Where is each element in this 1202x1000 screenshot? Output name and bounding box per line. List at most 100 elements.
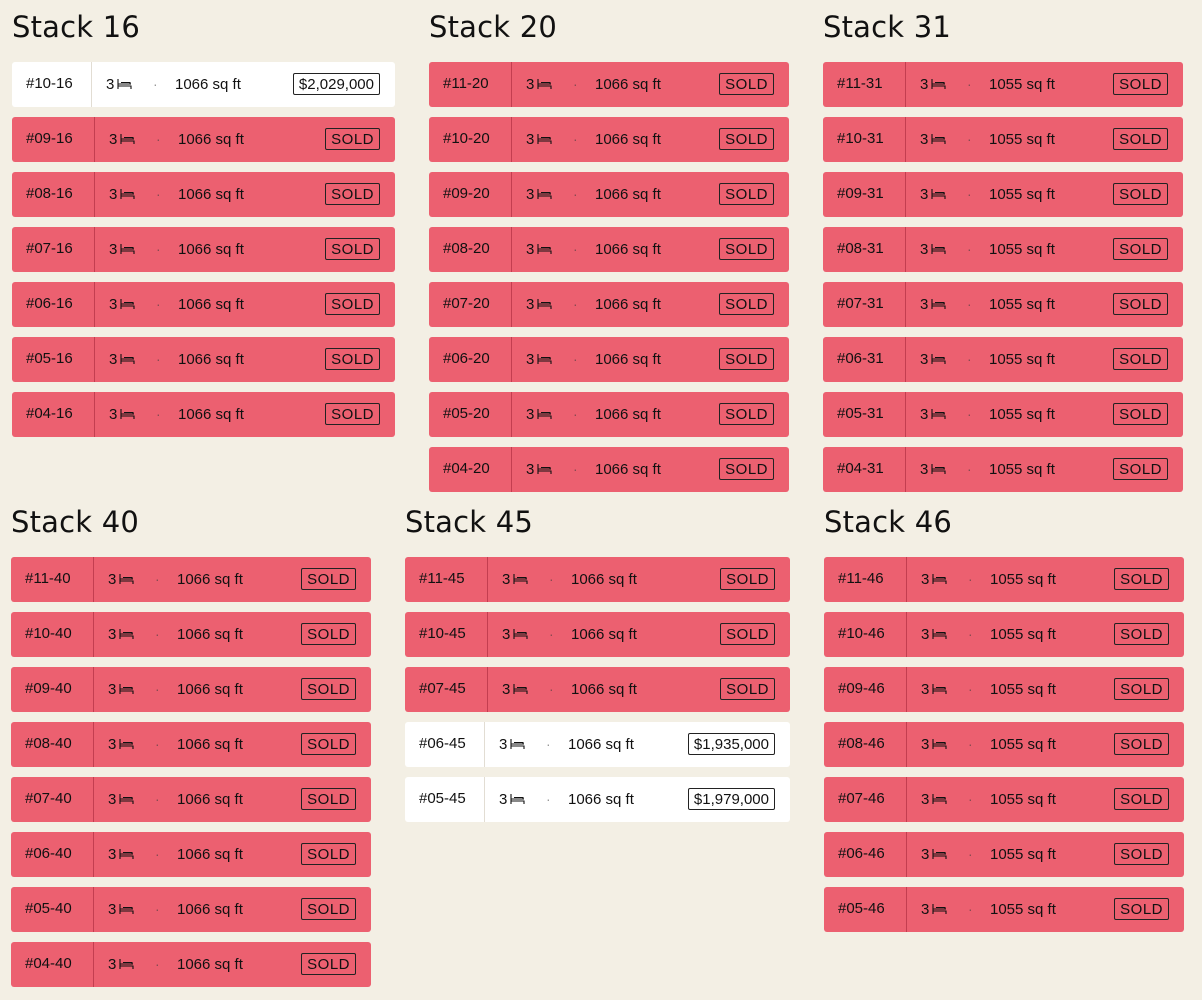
bed-icon bbox=[537, 63, 552, 108]
separator-dot: · bbox=[967, 76, 972, 92]
unit-row[interactable]: #11-45 3 · 1066 sq ft SOLD bbox=[405, 557, 790, 602]
row-divider bbox=[906, 832, 907, 877]
unit-area: 1066 sq ft bbox=[178, 186, 244, 203]
unit-row[interactable]: #10-45 3 · 1066 sq ft SOLD bbox=[405, 612, 790, 657]
stack-title: Stack 46 bbox=[824, 505, 953, 539]
unit-row[interactable]: #09-20 3 · 1066 sq ft SOLD bbox=[429, 172, 789, 217]
bedrooms: 3 bbox=[526, 62, 552, 108]
unit-row[interactable]: #09-40 3 · 1066 sq ft SOLD bbox=[11, 667, 371, 712]
unit-row[interactable]: #09-31 3 · 1055 sq ft SOLD bbox=[823, 172, 1183, 217]
unit-row[interactable]: #08-31 3 · 1055 sq ft SOLD bbox=[823, 227, 1183, 272]
row-divider bbox=[94, 227, 95, 272]
unit-row[interactable]: #05-16 3 · 1066 sq ft SOLD bbox=[12, 337, 395, 382]
unit-row[interactable]: #10-31 3 · 1055 sq ft SOLD bbox=[823, 117, 1183, 162]
unit-row[interactable]: #10-40 3 · 1066 sq ft SOLD bbox=[11, 612, 371, 657]
unit-number: #08-16 bbox=[26, 185, 73, 202]
unit-area: 1055 sq ft bbox=[990, 571, 1056, 588]
bed-icon bbox=[931, 393, 946, 438]
row-divider bbox=[511, 447, 512, 492]
unit-row[interactable]: #06-31 3 · 1055 sq ft SOLD bbox=[823, 337, 1183, 382]
unit-row[interactable]: #07-20 3 · 1066 sq ft SOLD bbox=[429, 282, 789, 327]
separator-dot: · bbox=[967, 296, 972, 312]
separator-dot: · bbox=[153, 76, 158, 92]
bedrooms: 3 bbox=[920, 227, 946, 273]
unit-row[interactable]: #07-40 3 · 1066 sq ft SOLD bbox=[11, 777, 371, 822]
unit-row[interactable]: #06-40 3 · 1066 sq ft SOLD bbox=[11, 832, 371, 877]
unit-row[interactable]: #10-16 3 · 1066 sq ft $2,029,000 bbox=[12, 62, 395, 107]
unit-row[interactable]: #06-46 3 · 1055 sq ft SOLD bbox=[824, 832, 1184, 877]
bedroom-count: 3 bbox=[526, 461, 535, 478]
unit-row[interactable]: #06-20 3 · 1066 sq ft SOLD bbox=[429, 337, 789, 382]
bed-icon bbox=[120, 283, 135, 328]
unit-row[interactable]: #05-20 3 · 1066 sq ft SOLD bbox=[429, 392, 789, 437]
unit-row[interactable]: #06-16 3 · 1066 sq ft SOLD bbox=[12, 282, 395, 327]
bed-icon bbox=[119, 723, 134, 768]
unit-row[interactable]: #04-20 3 · 1066 sq ft SOLD bbox=[429, 447, 789, 492]
unit-row[interactable]: #08-16 3 · 1066 sq ft SOLD bbox=[12, 172, 395, 217]
unit-row[interactable]: #11-46 3 · 1055 sq ft SOLD bbox=[824, 557, 1184, 602]
unit-number: #08-20 bbox=[443, 240, 490, 257]
bedrooms: 3 bbox=[502, 667, 528, 713]
sold-badge: SOLD bbox=[1114, 568, 1169, 590]
unit-number: #07-20 bbox=[443, 295, 490, 312]
unit-area: 1055 sq ft bbox=[989, 351, 1055, 368]
unit-row[interactable]: #07-46 3 · 1055 sq ft SOLD bbox=[824, 777, 1184, 822]
unit-row[interactable]: #05-46 3 · 1055 sq ft SOLD bbox=[824, 887, 1184, 932]
bedrooms: 3 bbox=[526, 337, 552, 383]
unit-area: 1066 sq ft bbox=[177, 901, 243, 918]
unit-row[interactable]: #05-45 3 · 1066 sq ft $1,979,000 bbox=[405, 777, 790, 822]
unit-row[interactable]: #08-40 3 · 1066 sq ft SOLD bbox=[11, 722, 371, 767]
separator-dot: · bbox=[546, 791, 551, 807]
separator-dot: · bbox=[967, 241, 972, 257]
unit-row[interactable]: #07-16 3 · 1066 sq ft SOLD bbox=[12, 227, 395, 272]
row-divider bbox=[511, 117, 512, 162]
separator-dot: · bbox=[573, 296, 578, 312]
price-badge: $2,029,000 bbox=[292, 73, 380, 95]
bedroom-count: 3 bbox=[921, 791, 930, 808]
sold-badge: SOLD bbox=[301, 678, 356, 700]
unit-row[interactable]: #06-45 3 · 1066 sq ft $1,935,000 bbox=[405, 722, 790, 767]
unit-number: #05-45 bbox=[419, 790, 466, 807]
stack-45-section: Stack 45 #11-45 3 · 1066 sq ft SOLD #10-45 3 · 1… bbox=[405, 507, 790, 822]
unit-list: #11-31 3 · 1055 sq ft SOLD #10-31 3 · 1055 sq ft… bbox=[823, 62, 1183, 502]
unit-row[interactable]: #07-45 3 · 1066 sq ft SOLD bbox=[405, 667, 790, 712]
unit-area: 1055 sq ft bbox=[989, 461, 1055, 478]
bedrooms: 3 bbox=[920, 62, 946, 108]
unit-row[interactable]: #05-40 3 · 1066 sq ft SOLD bbox=[11, 887, 371, 932]
sold-badge: SOLD bbox=[1113, 183, 1168, 205]
unit-row[interactable]: #04-31 3 · 1055 sq ft SOLD bbox=[823, 447, 1183, 492]
unit-row[interactable]: #04-40 3 · 1066 sq ft SOLD bbox=[11, 942, 371, 987]
bedroom-count: 3 bbox=[109, 351, 118, 368]
unit-row[interactable]: #10-20 3 · 1066 sq ft SOLD bbox=[429, 117, 789, 162]
unit-number: #11-20 bbox=[443, 75, 489, 92]
row-divider bbox=[511, 392, 512, 437]
unit-row[interactable]: #05-31 3 · 1055 sq ft SOLD bbox=[823, 392, 1183, 437]
sold-badge: SOLD bbox=[719, 458, 774, 480]
unit-area: 1066 sq ft bbox=[177, 956, 243, 973]
unit-row[interactable]: #04-16 3 · 1066 sq ft SOLD bbox=[12, 392, 395, 437]
unit-row[interactable]: #09-16 3 · 1066 sq ft SOLD bbox=[12, 117, 395, 162]
unit-row[interactable]: #09-46 3 · 1055 sq ft SOLD bbox=[824, 667, 1184, 712]
bedrooms: 3 bbox=[499, 777, 525, 823]
sold-badge: SOLD bbox=[720, 568, 775, 590]
unit-number: #08-40 bbox=[25, 735, 72, 752]
unit-list: #10-16 3 · 1066 sq ft $2,029,000 #09-16 3 · 1066… bbox=[12, 62, 395, 447]
row-divider bbox=[93, 667, 94, 712]
separator-dot: · bbox=[156, 406, 161, 422]
unit-row[interactable]: #10-46 3 · 1055 sq ft SOLD bbox=[824, 612, 1184, 657]
row-divider bbox=[487, 667, 488, 712]
bedrooms: 3 bbox=[108, 942, 134, 988]
unit-row[interactable]: #11-20 3 · 1066 sq ft SOLD bbox=[429, 62, 789, 107]
unit-area: 1055 sq ft bbox=[990, 791, 1056, 808]
unit-number: #06-16 bbox=[26, 295, 73, 312]
unit-number: #07-45 bbox=[419, 680, 466, 697]
unit-number: #06-31 bbox=[837, 350, 884, 367]
unit-number: #06-20 bbox=[443, 350, 490, 367]
unit-row[interactable]: #08-46 3 · 1055 sq ft SOLD bbox=[824, 722, 1184, 767]
unit-row[interactable]: #11-31 3 · 1055 sq ft SOLD bbox=[823, 62, 1183, 107]
unit-row[interactable]: #08-20 3 · 1066 sq ft SOLD bbox=[429, 227, 789, 272]
sold-badge: SOLD bbox=[1114, 733, 1169, 755]
unit-row[interactable]: #07-31 3 · 1055 sq ft SOLD bbox=[823, 282, 1183, 327]
unit-row[interactable]: #11-40 3 · 1066 sq ft SOLD bbox=[11, 557, 371, 602]
bedroom-count: 3 bbox=[921, 736, 930, 753]
